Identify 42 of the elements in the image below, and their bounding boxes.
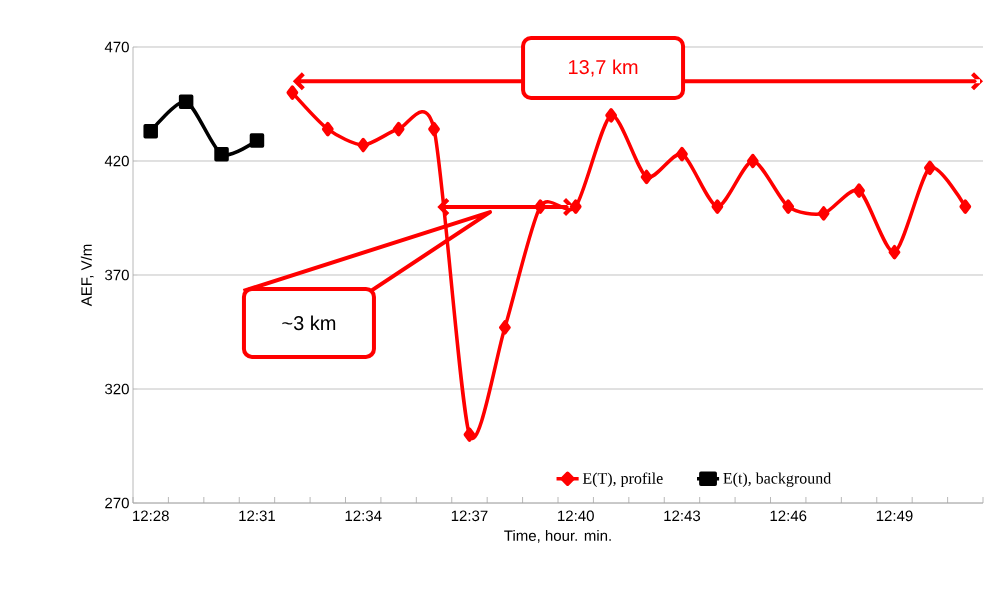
point bbox=[959, 199, 972, 214]
x-tick-label: 12:28 bbox=[133, 510, 169, 522]
legend-label: E(t), background bbox=[723, 472, 832, 488]
point bbox=[143, 124, 158, 139]
point bbox=[569, 199, 582, 214]
point bbox=[357, 137, 370, 153]
point bbox=[214, 146, 229, 162]
point bbox=[817, 206, 830, 221]
y-axis-title: AEF, V/m bbox=[80, 244, 94, 307]
annotation: 13,7 km bbox=[569, 59, 638, 77]
point bbox=[392, 121, 405, 137]
point bbox=[782, 199, 795, 214]
y-tick-label: 270 bbox=[105, 497, 129, 509]
x-tick-label: 12:31 bbox=[239, 510, 275, 522]
y-tick-label: 320 bbox=[105, 383, 129, 395]
x-axis-title: Time, hour. min. bbox=[504, 529, 611, 543]
point bbox=[853, 183, 865, 198]
point bbox=[640, 169, 653, 185]
x-tick-label: 12:49 bbox=[876, 510, 913, 522]
point bbox=[428, 121, 440, 137]
x-tick-label: 12:46 bbox=[770, 510, 807, 522]
point bbox=[924, 160, 936, 176]
y-tick-label: 420 bbox=[104, 155, 129, 167]
point bbox=[249, 133, 265, 148]
point bbox=[178, 94, 194, 109]
point bbox=[711, 199, 724, 214]
x-tick-label: 12:43 bbox=[664, 510, 701, 522]
point bbox=[321, 121, 334, 137]
point bbox=[746, 153, 759, 169]
point bbox=[605, 108, 618, 123]
x-tick-label: 12:40 bbox=[558, 510, 594, 522]
y-tick-label: 470 bbox=[104, 41, 129, 53]
point bbox=[286, 85, 299, 100]
point bbox=[499, 320, 511, 335]
x-tick-label: 12:37 bbox=[451, 510, 488, 522]
y-tick-label: 370 bbox=[105, 269, 129, 281]
legend-label: E(T), profile bbox=[582, 472, 663, 488]
point bbox=[463, 427, 476, 442]
x-tick-label: 12:34 bbox=[345, 510, 382, 522]
point bbox=[676, 146, 688, 162]
annotation: ~3 km bbox=[282, 315, 336, 331]
point bbox=[888, 244, 901, 260]
